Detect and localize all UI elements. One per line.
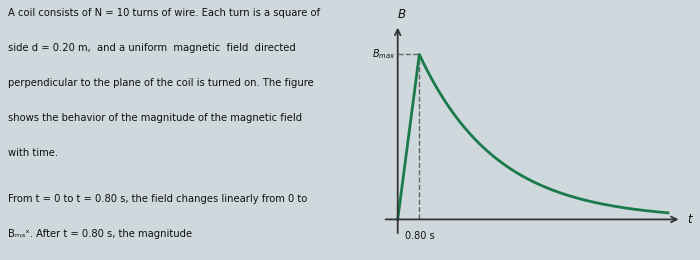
- Text: with time.: with time.: [8, 148, 58, 158]
- Text: A coil consists of N = 10 turns of wire. Each turn is a square of: A coil consists of N = 10 turns of wire.…: [8, 8, 320, 18]
- Text: shows the behavior of the magnitude of the magnetic field: shows the behavior of the magnitude of t…: [8, 113, 302, 123]
- Text: 0.80 s: 0.80 s: [405, 231, 434, 241]
- Text: side d = 0.20 m,  and a uniform  magnetic  field  directed: side d = 0.20 m, and a uniform magnetic …: [8, 43, 295, 53]
- Text: From t = 0 to t = 0.80 s, the field changes linearly from 0 to: From t = 0 to t = 0.80 s, the field chan…: [8, 194, 307, 204]
- Text: perpendicular to the plane of the coil is turned on. The figure: perpendicular to the plane of the coil i…: [8, 78, 314, 88]
- Text: t: t: [687, 213, 692, 226]
- Text: B: B: [398, 9, 406, 22]
- Text: $B_{max}$: $B_{max}$: [372, 48, 396, 61]
- Text: Bₘₐˣ. After t = 0.80 s, the magnitude: Bₘₐˣ. After t = 0.80 s, the magnitude: [8, 229, 192, 239]
